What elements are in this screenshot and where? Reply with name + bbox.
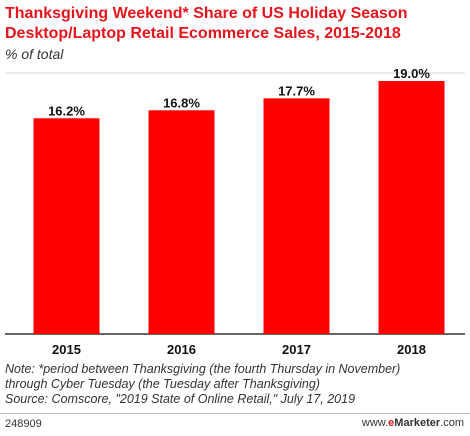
chart-subtitle: % of total <box>5 46 64 62</box>
brand-prefix: www. <box>361 417 389 429</box>
value-label-2015: 16.2% <box>48 103 85 118</box>
brand-name: Marketer <box>394 417 441 429</box>
bar-2015 <box>33 118 100 334</box>
emarketer-link[interactable]: www.eMarketer.com <box>362 417 464 429</box>
x-tick-label-2018: 2018 <box>397 342 426 357</box>
value-label-2016: 16.8% <box>163 95 200 110</box>
value-label-2017: 17.7% <box>278 83 315 98</box>
x-tick-label-2015: 2015 <box>52 342 81 357</box>
value-label-2018: 19.0% <box>393 66 430 81</box>
bar-2017 <box>263 98 330 334</box>
chart-title-line-2: Desktop/Laptop Retail Ecommerce Sales, 2… <box>5 25 401 42</box>
brand-e: e <box>388 417 395 429</box>
note-line: Note: *period between Thanksgiving (the … <box>5 362 401 376</box>
brand-suffix: .com <box>440 417 464 429</box>
note-line-continued: through Cyber Tuesday (the Tuesday after… <box>5 377 320 391</box>
chart-title: Thanksgiving Weekend* Share of US Holida… <box>5 4 465 44</box>
x-tick-label-2016: 2016 <box>167 342 196 357</box>
bar-2018 <box>378 80 445 334</box>
source-line: Source: Comscore, "2019 State of Online … <box>5 392 356 406</box>
x-tick-label-2017: 2017 <box>282 342 311 357</box>
bar-2016 <box>148 110 215 335</box>
footer-divider <box>0 413 470 414</box>
chart-title-line-1: Thanksgiving Weekend* Share of US Holida… <box>5 5 408 22</box>
chart-notes: Note: *period between Thanksgiving (the … <box>5 362 467 407</box>
chart-id: 248909 <box>5 418 42 430</box>
